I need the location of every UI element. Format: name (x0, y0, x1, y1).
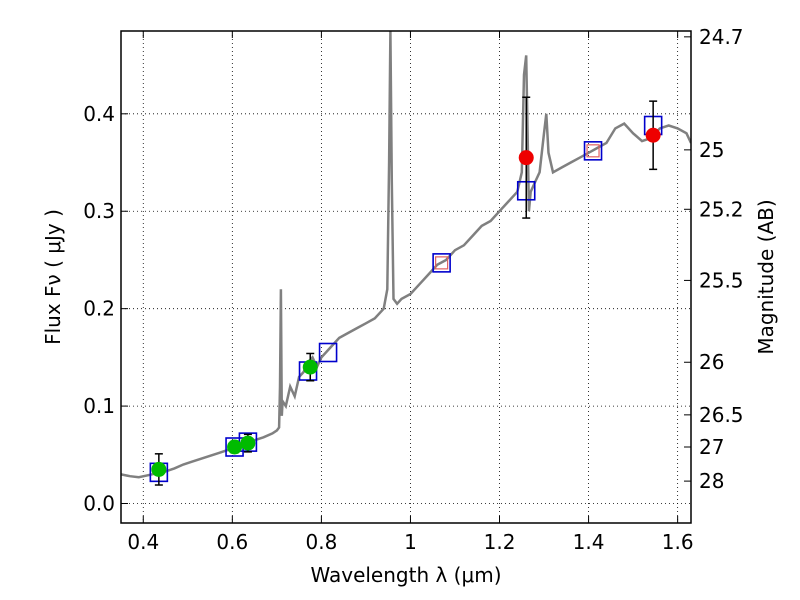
mag-tick-label: 28 (699, 469, 724, 493)
y-tick-label: 0.3 (83, 199, 115, 223)
data-point (227, 439, 243, 455)
y-axis-label: Flux Fν ( μJy ) (41, 209, 65, 345)
mag-tick-label: 25.2 (699, 197, 744, 221)
model-box-marker (583, 141, 603, 161)
x-tick-label: 0.6 (216, 530, 248, 554)
data-point (151, 461, 167, 477)
x-tick-label: 1.2 (484, 530, 516, 554)
data-point (302, 359, 318, 375)
plot-frame (120, 30, 692, 524)
inner-box-marker (435, 256, 449, 270)
mag-tick-label: 24.7 (699, 25, 744, 49)
gridlines (121, 31, 691, 523)
x-tick-label: 1 (404, 530, 417, 554)
x-tick-label: 0.8 (305, 530, 337, 554)
data-point (518, 150, 534, 166)
y-tick-label: 0.0 (83, 492, 115, 516)
data-point (645, 127, 661, 143)
right-axis-label: Magnitude (AB) (754, 199, 778, 354)
x-tick-label: 1.4 (573, 530, 605, 554)
model-spectrum (121, 31, 691, 479)
mag-tick-label: 26 (699, 350, 724, 374)
mag-tick-label: 25.5 (699, 268, 744, 292)
model-box-marker (318, 342, 338, 363)
data-markers (149, 96, 663, 486)
model-box-marker (432, 253, 451, 273)
y-tick-label: 0.4 (83, 102, 115, 126)
spectrum-line (121, 31, 691, 479)
y-tick-label: 0.2 (83, 297, 115, 321)
x-tick-label: 1.6 (662, 530, 694, 554)
y-tick-label: 0.1 (83, 394, 115, 418)
mag-tick-label: 27 (699, 435, 724, 459)
x-tick-label: 0.4 (127, 530, 159, 554)
data-point (240, 435, 256, 451)
mag-tick-label: 26.5 (699, 403, 744, 427)
inner-box-marker (586, 144, 600, 158)
x-axis-label: Wavelength λ (μm) (310, 563, 501, 587)
mag-tick-label: 25 (699, 138, 724, 162)
axis-ticks: 0.4 0.6 0.8 1 1.2 1.4 1.6 0.0 0.1 0.2 0.3 0.4 24.7 25… (83, 25, 743, 554)
